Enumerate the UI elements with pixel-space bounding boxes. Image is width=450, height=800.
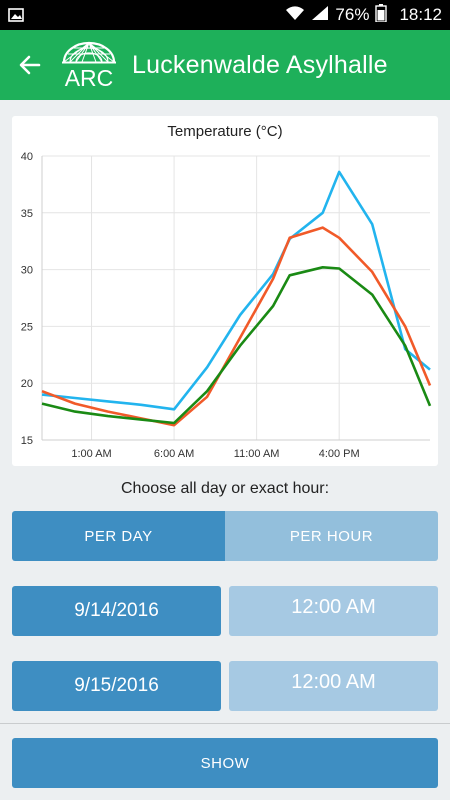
svg-text:ARC: ARC [65, 65, 114, 90]
y-tick-label: 40 [21, 151, 33, 163]
page-title: Luckenwalde Asylhalle [132, 50, 388, 79]
chart-title: Temperature (°C) [167, 123, 283, 140]
chart-canvas: 40 35 30 25 20 15 1:00 AM 6:00 AM 11:00 AM 4:00 P… [21, 151, 432, 460]
app-bar: ARC Luckenwalde Asylhalle [0, 30, 450, 100]
gallery-icon [8, 7, 24, 27]
signal-icon [311, 5, 329, 26]
show-button[interactable]: SHOW [12, 738, 438, 788]
series-line-3 [41, 266, 432, 425]
arrow-left-icon [19, 55, 41, 75]
back-button[interactable] [0, 30, 60, 100]
x-tick-label: 6:00 AM [154, 448, 194, 460]
battery-icon [375, 3, 388, 27]
series-line-1 [41, 170, 431, 411]
per-hour-button[interactable]: PER HOUR [225, 511, 438, 561]
x-tick-label: 1:00 AM [71, 448, 111, 460]
start-date-button[interactable]: 9/14/2016 [12, 586, 221, 636]
x-tick-label: 11:00 AM [234, 448, 280, 460]
wifi-icon [285, 5, 305, 26]
battery-percent: 76% [335, 5, 370, 24]
divider [0, 723, 450, 724]
end-date-button[interactable]: 9/15/2016 [12, 661, 221, 711]
arc-logo: ARC [62, 41, 116, 90]
y-tick-label: 25 [21, 321, 33, 333]
clock: 18:12 [399, 5, 442, 24]
per-day-button[interactable]: PER DAY [12, 511, 225, 561]
mode-toggle: PER DAY PER HOUR [12, 511, 438, 561]
end-time-button[interactable]: 12:00 AM [229, 661, 438, 711]
start-time-button[interactable]: 12:00 AM [229, 586, 438, 636]
end-row: 9/15/2016 12:00 AM [12, 661, 438, 711]
choose-label: Choose all day or exact hour: [120, 480, 330, 497]
x-tick-label: 4:00 PM [319, 448, 360, 460]
start-row: 9/14/2016 12:00 AM [12, 586, 438, 636]
y-tick-label: 35 [21, 208, 33, 220]
y-tick-label: 15 [21, 435, 33, 447]
y-tick-label: 30 [21, 265, 33, 277]
temperature-chart: 40 35 30 25 20 15 1:00 AM 6:00 AM 11:00 AM 4:00 P… [12, 116, 438, 466]
status-bar: 76% 18:12 [0, 0, 450, 30]
y-tick-label: 20 [21, 378, 33, 390]
series-line-2 [41, 226, 432, 427]
